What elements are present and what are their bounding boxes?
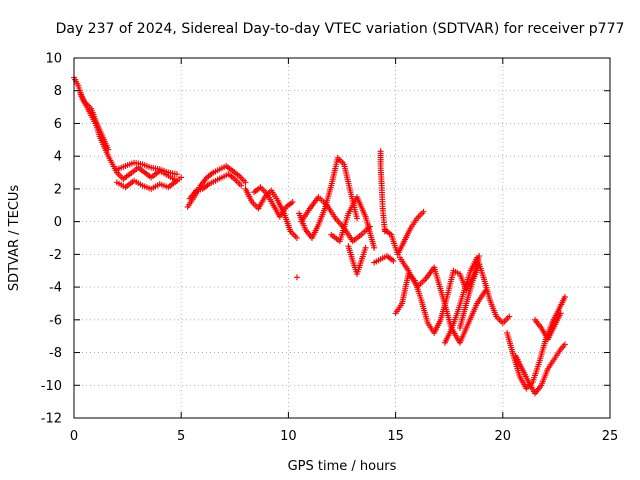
y-tick-label: -6: [49, 313, 62, 328]
data-point-marker: [238, 182, 245, 189]
y-tick-label: -8: [49, 346, 62, 361]
data-point-marker: [561, 293, 568, 300]
data-point-marker: [420, 208, 427, 215]
y-tick-label: 0: [54, 215, 62, 230]
x-tick-label: 25: [602, 429, 619, 444]
data-point-marker: [173, 177, 180, 184]
data-point-marker: [293, 235, 300, 241]
data-point-marker: [173, 171, 180, 178]
data-point-marker: [390, 257, 397, 264]
tick-labels: 0 5 10 15 20 25 -12 -10 -8 -6 -4 -2 0 2 4 6 8 10: [41, 52, 619, 445]
data-point-marker: [178, 174, 185, 181]
y-tick-label: 2: [54, 182, 62, 197]
y-tick-label: -12: [41, 412, 62, 427]
y-tick-label: -2: [49, 248, 62, 263]
data-point-marker: [105, 146, 112, 153]
x-axis-label: GPS time / hours: [288, 459, 397, 474]
y-tick-label: -10: [41, 379, 62, 394]
y-tick-label: 8: [54, 84, 62, 99]
data-point-marker: [362, 244, 369, 251]
x-tick-label: 0: [70, 429, 78, 444]
y-tick-label: -4: [49, 281, 62, 296]
x-tick-label: 5: [177, 429, 185, 444]
data-point-marker: [371, 244, 378, 251]
y-tick-label: 6: [54, 117, 62, 132]
data-point-marker: [476, 261, 483, 268]
y-axis-label: SDTVAR / TECUs: [7, 185, 22, 292]
data-point-marker: [354, 215, 361, 222]
y-tick-label: 4: [54, 150, 62, 165]
y-tick-label: 10: [45, 52, 62, 67]
x-tick-label: 20: [495, 429, 512, 444]
data-point-marker: [293, 274, 300, 281]
data-point-marker: [561, 341, 568, 348]
data-point-marker: [289, 199, 296, 205]
chart-title: Day 237 of 2024, Sidereal Day-to-day VTE…: [56, 21, 625, 37]
axis-ticks: [73, 57, 611, 419]
x-tick-label: 15: [387, 429, 404, 444]
data-point-marker: [506, 313, 513, 320]
data-point-marker: [242, 179, 249, 186]
data-points: [71, 74, 568, 397]
x-tick-label: 10: [280, 429, 297, 444]
data-point-marker: [557, 310, 564, 317]
plot-frame: [73, 57, 611, 419]
grid-lines: [74, 58, 610, 418]
